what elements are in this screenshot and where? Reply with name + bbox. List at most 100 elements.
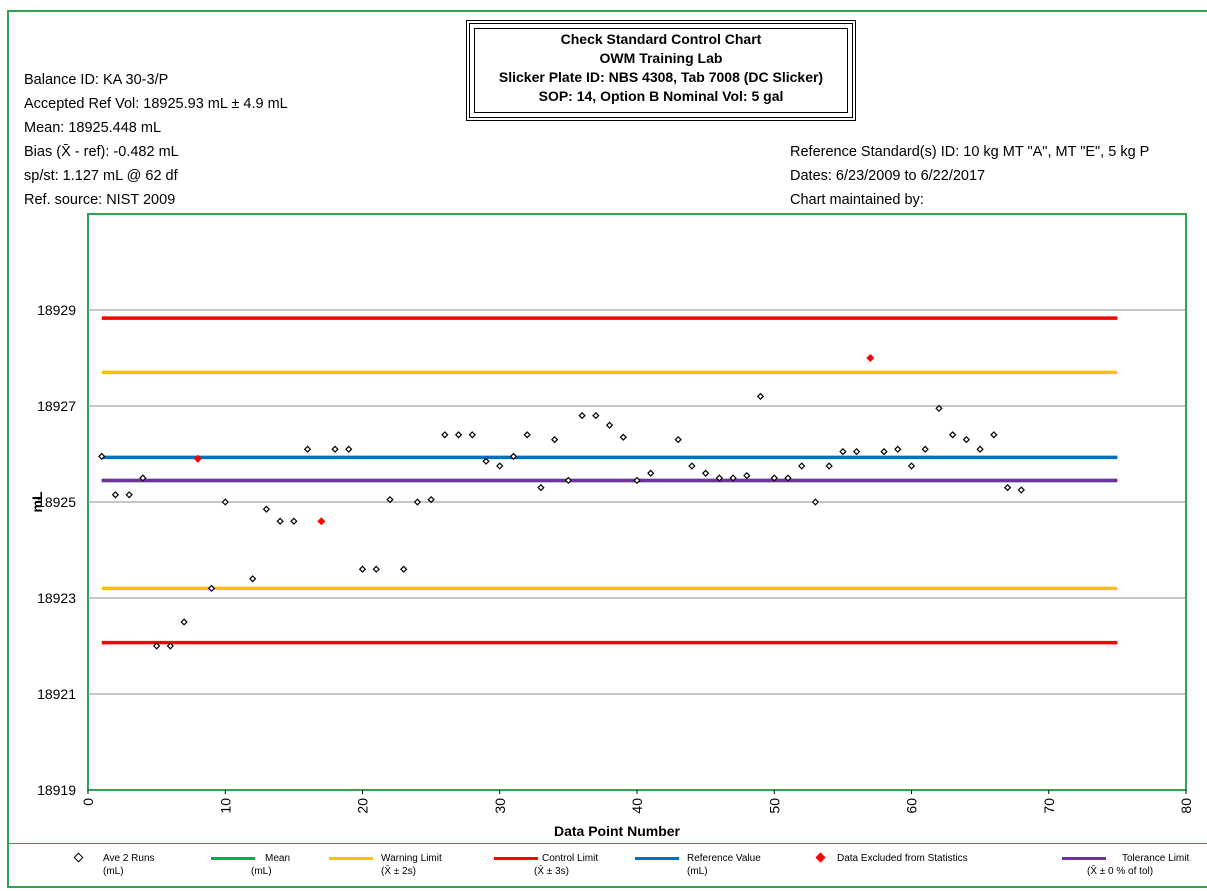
data-point — [166, 642, 174, 650]
data-point — [619, 433, 627, 441]
data-point — [770, 474, 778, 482]
data-point — [345, 445, 353, 453]
data-point — [578, 411, 586, 420]
data-point — [674, 435, 682, 444]
data-point — [413, 498, 422, 506]
data-point — [249, 575, 257, 583]
legend-swatch — [73, 852, 84, 863]
legend-swatch — [1062, 857, 1106, 860]
data-point — [1017, 486, 1025, 494]
y-tick-label: 18929 — [37, 302, 76, 318]
x-tick-label: 80 — [1178, 798, 1194, 814]
data-point — [688, 462, 696, 470]
legend-sublabel: (X̄ ± 2s) — [381, 866, 416, 877]
info-right-panel: Reference Standard(s) ID: 10 kg MT "A", … — [790, 140, 1149, 212]
data-point — [962, 435, 971, 444]
data-point — [729, 474, 737, 482]
data-point — [111, 491, 120, 499]
reference-standard-id: Reference Standard(s) ID: 10 kg MT "A", … — [790, 144, 1150, 160]
data-point — [482, 457, 490, 465]
data-point — [825, 462, 833, 470]
data-point — [880, 447, 888, 456]
data-point — [647, 469, 655, 477]
data-point — [921, 445, 929, 453]
data-point — [454, 431, 463, 439]
legend-swatch — [211, 857, 255, 860]
data-point — [523, 431, 531, 439]
data-point — [386, 495, 394, 504]
y-tick-label: 18925 — [37, 494, 76, 510]
data-point — [468, 431, 476, 439]
x-tick-label: 30 — [492, 798, 508, 814]
data-point — [564, 476, 573, 485]
legend-sublabel: (X̄ ± 0 % of tol) — [1087, 866, 1154, 877]
data-point — [98, 452, 106, 461]
y-tick-label: 18923 — [37, 590, 76, 606]
chart-legend: Ave 2 Runs (mL) Mean (mL) Warning Limit (X̄ ±… — [7, 843, 1207, 889]
legend-label: Warning Limit — [381, 853, 442, 864]
data-point — [633, 476, 641, 485]
data-point — [784, 474, 792, 482]
data-point — [852, 447, 861, 456]
x-tick-label: 0 — [80, 798, 96, 806]
legend-swatch — [494, 857, 538, 860]
info-left-panel: Balance ID: KA 30-3/P Accepted Ref Vol: … — [24, 68, 288, 212]
accepted-ref-vol: Accepted Ref Vol: 18925.93 mL ± 4.9 mL — [24, 96, 288, 112]
data-point — [907, 462, 916, 470]
data-point — [949, 431, 957, 439]
legend-swatch — [815, 852, 826, 863]
legend-label: Mean — [265, 853, 291, 864]
data-point — [331, 445, 339, 453]
x-axis-title: Data Point Number — [554, 823, 681, 839]
x-tick-label: 50 — [766, 798, 782, 814]
legend-sublabel: (mL) — [251, 866, 272, 877]
data-point — [180, 618, 188, 626]
data-point — [605, 421, 614, 429]
data-point — [262, 505, 271, 513]
mean-value: Mean: 18925.448 mL — [24, 120, 162, 136]
excluded-data-point — [317, 517, 326, 526]
data-point — [372, 565, 380, 573]
data-point — [221, 498, 229, 506]
y-axis-title: mL — [29, 491, 45, 512]
bias-value: Bias (X̄ - ref): -0.482 mL — [24, 144, 179, 160]
x-tick-label: 70 — [1041, 798, 1057, 814]
legend-label: Data Excluded from Statistics — [837, 853, 968, 864]
lab-name: OWM Training Lab — [599, 50, 723, 66]
data-point — [152, 642, 161, 650]
legend-sublabel: (mL) — [687, 866, 708, 877]
y-tick-label: 18921 — [37, 686, 76, 702]
data-point — [276, 517, 284, 525]
data-point — [551, 435, 559, 444]
data-point — [303, 445, 312, 453]
legend-swatch — [635, 857, 679, 860]
legend-swatch — [329, 857, 373, 860]
legend-label: Tolerance Limit — [1122, 853, 1190, 864]
legend-sublabel: (mL) — [103, 866, 124, 877]
data-point — [976, 445, 984, 453]
chart-frame — [7, 10, 1207, 888]
y-tick-label: 18927 — [37, 398, 76, 414]
excluded-data-point — [193, 454, 202, 463]
data-point — [756, 392, 765, 401]
balance-id: Balance ID: KA 30-3/P — [24, 72, 169, 88]
excluded-data-point — [866, 353, 875, 363]
data-point — [715, 474, 723, 482]
data-point — [125, 491, 133, 499]
data-point — [358, 565, 367, 573]
data-point — [139, 474, 147, 482]
sp-st-value: sp/st: 1.127 mL @ 62 df — [24, 168, 178, 184]
data-point — [441, 431, 449, 439]
ref-source: Ref. source: NIST 2009 — [24, 192, 176, 208]
legend-label: Reference Value — [687, 853, 761, 864]
data-point — [400, 565, 408, 573]
data-point — [509, 452, 518, 461]
data-point — [743, 471, 751, 480]
legend-sublabel: (X̄ ± 3s) — [534, 866, 569, 877]
data-point — [990, 431, 998, 439]
legend-label: Ave 2 Runs — [103, 853, 155, 864]
dates-range: Dates: 6/23/2009 to 6/22/2017 — [790, 168, 986, 184]
y-tick-label: 18919 — [37, 782, 76, 798]
data-point — [427, 495, 435, 504]
